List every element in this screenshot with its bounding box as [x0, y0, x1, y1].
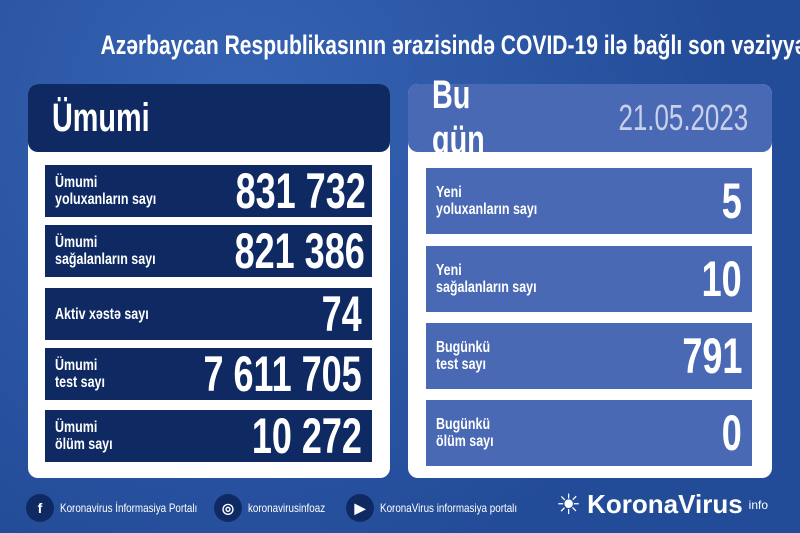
today-header: Bu gün 21.05.2023	[408, 73, 772, 162]
page-title: Azərbaycan Respublikasının ərazisində CO…	[100, 30, 800, 60]
stat-row: Bugünkü test sayı 791	[426, 323, 752, 389]
date: 21.05.2023	[618, 97, 748, 138]
youtube-icon: ▶	[346, 494, 374, 522]
total-header: Ümumi	[28, 84, 390, 152]
instagram-icon: ◎	[214, 494, 242, 522]
facebook-icon: f	[26, 494, 54, 522]
stat-row: Bugünkü ölüm sayı 0	[426, 400, 752, 466]
koronavirus-logo: ☀ KoronaVirus info	[556, 489, 769, 520]
total-panel: Ümumi Ümumi yoluxanların sayı 831 732 Ümum…	[28, 84, 390, 478]
sun-icon: ☀	[556, 489, 582, 520]
stat-row: Yeni sağalanların sayı 10	[426, 246, 752, 312]
stat-row: Aktiv xəstə sayı 74	[45, 286, 372, 342]
stat-row: Ümumi sağalanların sayı 821 386	[45, 223, 372, 279]
today-panel: Bu gün 21.05.2023 Yeni yoluxanların sayı 5 …	[408, 73, 772, 478]
youtube-link[interactable]: ▶ KoronaVirus informasiya portalı	[346, 494, 547, 522]
stat-row: Yeni yoluxanların sayı 5	[426, 168, 752, 234]
stat-row: Ümumi test sayı 7 611 705	[45, 346, 372, 402]
facebook-link[interactable]: f Koronavirus İnformasiya Portalı	[26, 494, 227, 522]
stat-row: Ümumi ölüm sayı 10 272	[45, 408, 372, 464]
instagram-link[interactable]: ◎ koronavirusinfoaz	[214, 494, 342, 522]
stat-row: Ümumi yoluxanların sayı 831 732	[45, 163, 372, 219]
